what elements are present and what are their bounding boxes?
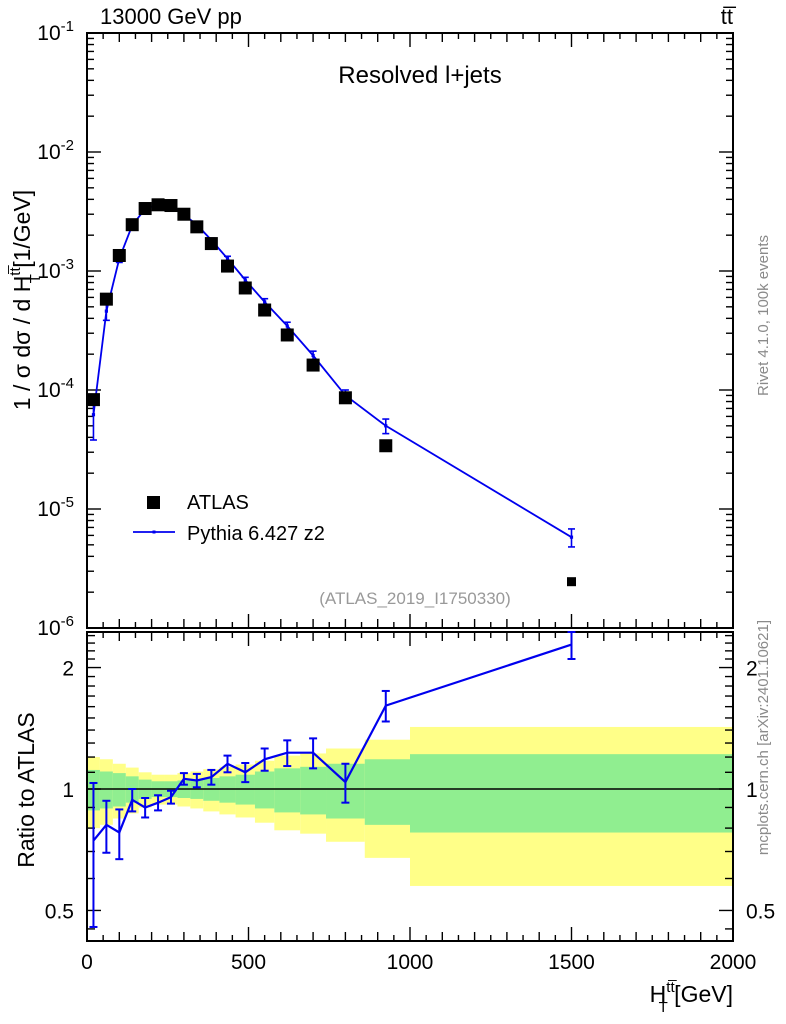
y-tick-label: 10-5: [37, 494, 74, 521]
band-inner: [254, 771, 275, 809]
mc-marker: [91, 413, 96, 417]
x-tick-label: 1000: [387, 951, 434, 974]
ratio-y-ticks-left: [87, 634, 101, 930]
data-series-atlas: [86, 198, 576, 587]
atlas-marker: [567, 577, 576, 587]
y-axis-title-base: 1 / σ dσ / d H: [9, 276, 35, 411]
x-axis-title-sup: tt̅: [666, 979, 677, 996]
ratio-axis-title: Ratio to ATLAS: [13, 712, 39, 868]
mc-marker: [104, 309, 108, 313]
mc-marker: [285, 324, 289, 328]
y-axis-ticks-left: [87, 32, 101, 629]
legend-label-pythia: Pythia 6.427 z2: [187, 523, 325, 545]
atlas-marker: [99, 292, 113, 306]
ratio-x-ticks-top: [86, 632, 734, 646]
band-inner: [410, 754, 733, 833]
side-note-mcplots: mcplots.cern.ch [arXiv:2401.10621]: [755, 620, 772, 855]
main-x-ticks-top: [86, 33, 734, 47]
x-axis-title-sub: T: [659, 999, 668, 1016]
y-tick-exponent: -6: [61, 613, 74, 630]
band-inner: [300, 766, 327, 815]
y-tick-label: 10-6: [37, 613, 74, 640]
mc-marker: [569, 535, 574, 539]
y-axis-title-sup: tt̅: [7, 265, 24, 276]
y-tick-exponent: -3: [61, 256, 74, 273]
atlas-marker: [306, 358, 320, 372]
y-tick-label: 10-4: [37, 375, 74, 402]
y-axis-title: 1 / σ dσ / d Htt̅T [1/GeV]: [7, 190, 44, 410]
ratio-x-ticks-bottom: [86, 927, 734, 941]
ratio-mc-series: [89, 631, 576, 928]
band-inner: [274, 768, 301, 813]
header-process-label: tt̅: [721, 4, 737, 29]
atlas-marker: [177, 207, 191, 221]
side-note-rivet: Rivet 4.1.0, 100k events: [755, 235, 772, 396]
y-tick-label: 10-1: [37, 18, 74, 45]
band-inner: [99, 771, 113, 809]
x-tick-label: 0: [81, 951, 93, 974]
legend-label-atlas: ATLAS: [187, 492, 249, 514]
mc-marker: [243, 278, 247, 282]
atlas-marker: [151, 198, 165, 212]
mc-line: [92, 203, 572, 538]
main-x-ticks-bottom: [86, 614, 734, 628]
mc-marker: [311, 353, 315, 358]
y-axis-ticks-right: [719, 32, 733, 629]
atlas-marker: [125, 218, 139, 232]
ratio-y-tick-label: 2: [62, 658, 74, 681]
ratio-y-tick-label: 1: [62, 779, 74, 802]
ratio-y-tick-label-right: 1: [746, 779, 758, 802]
atlas-marker: [379, 439, 393, 453]
y-tick-label: 10-2: [37, 137, 74, 164]
plot-title: Resolved l+jets: [338, 62, 501, 89]
mc-marker: [263, 300, 267, 304]
atlas-marker: [338, 391, 352, 405]
y-tick-exponent: -2: [61, 137, 74, 154]
y-tick-exponent: -1: [61, 18, 74, 35]
x-tick-label: 2000: [710, 951, 757, 974]
y-axis-title-sub: T: [27, 274, 44, 283]
atlas-marker: [258, 303, 272, 317]
atlas-marker: [238, 281, 252, 295]
atlas-marker: [164, 199, 178, 213]
atlas-marker: [280, 328, 294, 342]
band-inner: [364, 759, 410, 825]
atlas-marker: [112, 248, 126, 262]
x-axis-title-base: H: [650, 981, 667, 1007]
ratio-uncertainty-bands: [87, 726, 733, 886]
atlas-marker: [138, 202, 152, 216]
mc-marker: [384, 424, 388, 428]
y-axis-title-tail: [1/GeV]: [9, 190, 35, 274]
mc-marker: [225, 257, 230, 261]
legend-marker-atlas: [147, 496, 160, 509]
x-tick-label: 500: [231, 951, 266, 974]
header-beam-label: 13000 GeV pp: [100, 4, 242, 29]
x-axis-title: Htt̅ T [GeV]: [650, 979, 733, 1016]
ratio-line: [92, 643, 572, 842]
atlas-marker: [190, 220, 204, 234]
ratio-y-tick-label-right: 0.5: [746, 900, 775, 923]
ratio-y-tick-label-right: 2: [746, 658, 758, 681]
atlas-marker: [204, 237, 218, 251]
mc-series-pythia: [89, 202, 575, 548]
y-tick-exponent: -4: [61, 375, 74, 392]
legend: [133, 496, 175, 534]
ratio-y-tick-label: 0.5: [45, 900, 74, 923]
ratio-y-ticks-right: [719, 634, 733, 930]
legend-point-pythia: [152, 530, 156, 534]
y-tick-exponent: -5: [61, 494, 74, 511]
ratio-panel-frame: [86, 631, 734, 942]
atlas-marker: [221, 259, 235, 273]
x-tick-label: 1500: [548, 951, 595, 974]
analysis-watermark: (ATLAS_2019_I1750330): [319, 589, 511, 608]
atlas-marker: [86, 393, 100, 407]
main-panel-frame: [86, 32, 734, 629]
x-axis-title-tail: [GeV]: [668, 981, 733, 1007]
